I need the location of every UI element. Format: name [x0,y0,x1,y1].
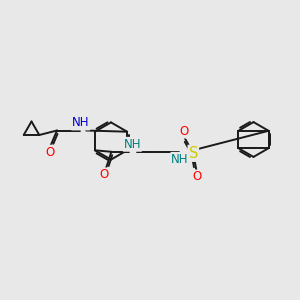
Text: NH: NH [124,138,141,151]
Text: NH: NH [171,153,189,166]
Text: NH: NH [72,116,89,130]
Text: O: O [180,124,189,138]
Text: O: O [192,170,202,184]
Text: S: S [189,146,198,161]
Text: O: O [46,146,55,159]
Text: O: O [100,168,109,182]
